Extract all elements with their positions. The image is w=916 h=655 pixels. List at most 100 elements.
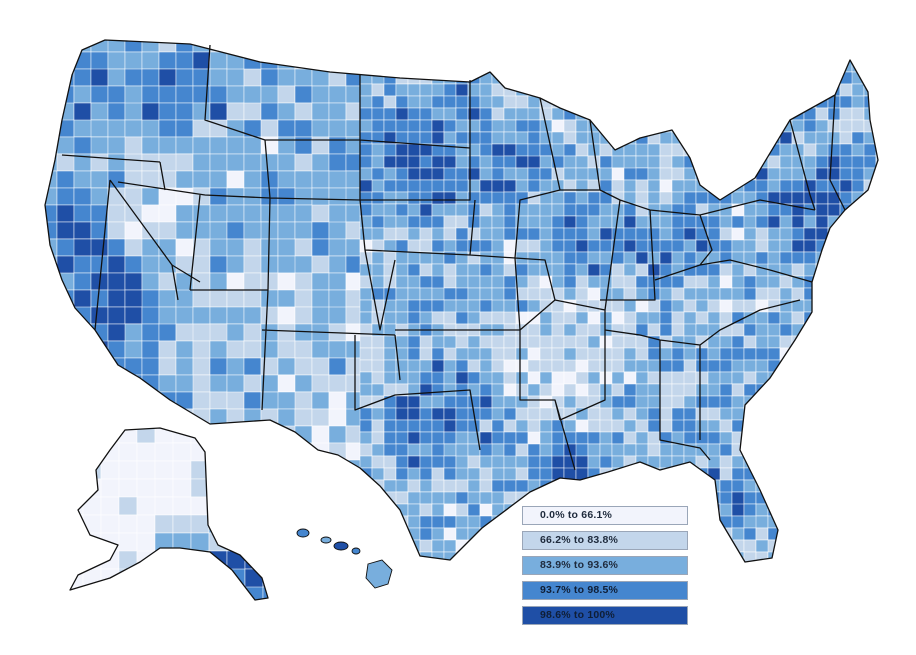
county-cell	[827, 515, 841, 529]
county-cell	[277, 221, 296, 240]
county-cell	[743, 395, 757, 409]
county-cell	[118, 460, 138, 480]
county-cell	[277, 442, 296, 461]
county-cell	[875, 491, 878, 517]
county-cell	[851, 359, 865, 373]
county-cell	[611, 383, 625, 397]
county-cell	[359, 59, 373, 73]
county-cell	[443, 275, 457, 289]
county-cell	[491, 371, 505, 385]
county-cell	[839, 359, 853, 373]
county-cell	[779, 275, 793, 289]
county-cell	[73, 408, 92, 427]
county-cell	[192, 51, 211, 70]
county-cell	[599, 431, 613, 445]
county-cell	[863, 191, 877, 217]
county-cell	[827, 527, 853, 553]
county-cell	[707, 143, 721, 157]
county-cell	[226, 102, 245, 121]
county-cell	[491, 299, 505, 313]
county-cell	[311, 238, 330, 257]
county-cell	[100, 478, 120, 498]
county-cell	[635, 359, 649, 373]
county-cell	[755, 191, 769, 205]
county-cell	[359, 335, 373, 349]
county-cell	[767, 503, 781, 517]
county-cell	[226, 442, 245, 461]
county-cell	[455, 395, 469, 409]
county-cell	[503, 191, 517, 205]
county-cell	[827, 83, 841, 97]
county-cell	[719, 71, 733, 97]
county-cell	[563, 287, 577, 301]
county-cell	[455, 359, 469, 373]
county-cell	[328, 306, 347, 325]
county-cell	[311, 340, 330, 359]
county-cell	[551, 479, 565, 493]
county-cell	[611, 407, 625, 421]
county-cell	[73, 357, 92, 376]
county-cell	[731, 227, 745, 241]
county-cell	[623, 143, 637, 157]
county-cell	[671, 347, 685, 361]
county-cell	[755, 95, 769, 109]
county-cell	[731, 299, 745, 313]
county-cell	[803, 431, 817, 445]
county-cell	[767, 443, 781, 457]
county-cell	[767, 431, 781, 445]
county-cell	[328, 425, 347, 444]
county-cell	[515, 335, 529, 349]
county-cell	[158, 119, 177, 138]
county-cell	[141, 68, 160, 87]
county-cell	[779, 539, 793, 562]
county-cell	[243, 357, 262, 376]
county-cell	[226, 357, 245, 376]
county-cell	[491, 59, 505, 73]
county-cell	[827, 467, 841, 493]
county-cell	[419, 287, 433, 301]
county-cell	[779, 467, 793, 481]
county-cell	[587, 203, 601, 217]
county-cell	[73, 68, 92, 87]
county-cell	[827, 71, 841, 85]
county-cell	[839, 491, 853, 517]
county-cell	[563, 491, 589, 505]
county-cell	[527, 395, 541, 409]
county-cell	[635, 119, 661, 133]
county-cell	[455, 551, 469, 562]
county-cell	[311, 119, 330, 138]
county-cell	[791, 455, 805, 469]
county-cell	[779, 371, 805, 385]
county-cell	[527, 59, 541, 73]
county-cell	[755, 407, 769, 421]
county-cell	[419, 335, 433, 349]
county-cell	[803, 59, 817, 73]
county-cell	[707, 515, 721, 529]
county-cell	[407, 83, 421, 97]
county-cell	[599, 491, 613, 505]
county-cell	[277, 289, 296, 308]
county-cell	[791, 263, 805, 277]
county-cell	[359, 191, 373, 205]
county-cell	[707, 131, 721, 145]
county-cell	[803, 251, 817, 265]
county-cell	[815, 395, 829, 421]
county-cell	[575, 227, 589, 241]
county-cell	[875, 395, 878, 409]
county-cell	[539, 311, 553, 325]
county-cell	[863, 479, 877, 505]
county-cell	[875, 539, 878, 562]
county-cell	[647, 167, 661, 181]
county-cell	[226, 40, 262, 53]
county-cell	[743, 443, 757, 457]
county-cell	[851, 551, 877, 562]
county-cell	[875, 443, 878, 457]
county-cell	[851, 203, 877, 229]
county-cell	[695, 491, 709, 505]
county-cell	[243, 442, 262, 461]
county-cell	[226, 289, 245, 308]
county-cell	[527, 83, 541, 97]
county-cell	[243, 425, 262, 444]
county-cell	[683, 131, 697, 145]
legend-item: 0.0% to 66.1%	[522, 505, 692, 525]
